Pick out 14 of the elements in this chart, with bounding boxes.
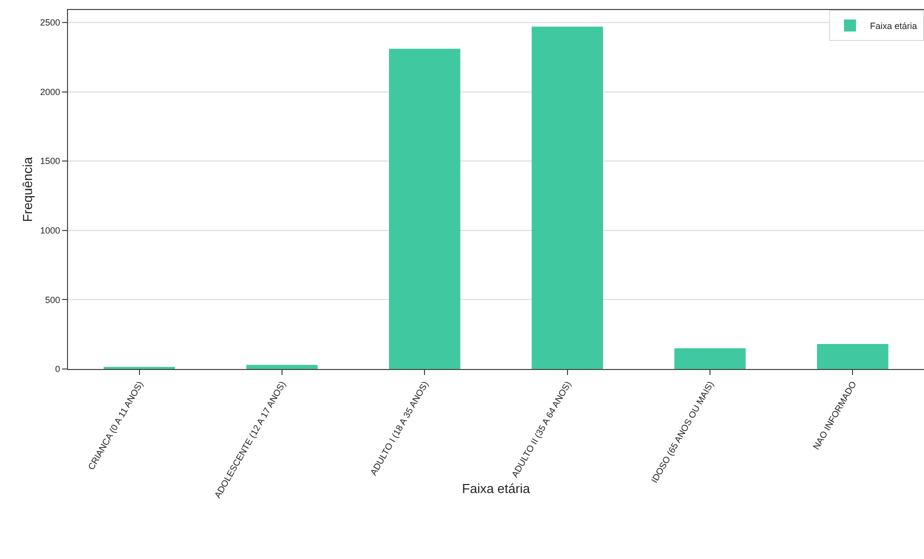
bar [674,348,746,369]
y-tick-label: 2500 [40,18,60,28]
legend-label: Faixa etária [870,21,918,32]
bar [817,344,888,369]
bar [389,48,460,369]
y-tick-label: 0 [55,364,60,374]
y-tick-label: 1500 [40,156,60,166]
y-axis-title: Frequência [20,156,35,222]
bar [532,26,603,369]
y-tick-label: 1000 [40,226,60,236]
bar [246,364,318,369]
x-axis-title: Faixa etária [462,481,531,496]
y-tick-label: 2000 [40,86,60,97]
y-tick-label: 500 [45,294,60,305]
